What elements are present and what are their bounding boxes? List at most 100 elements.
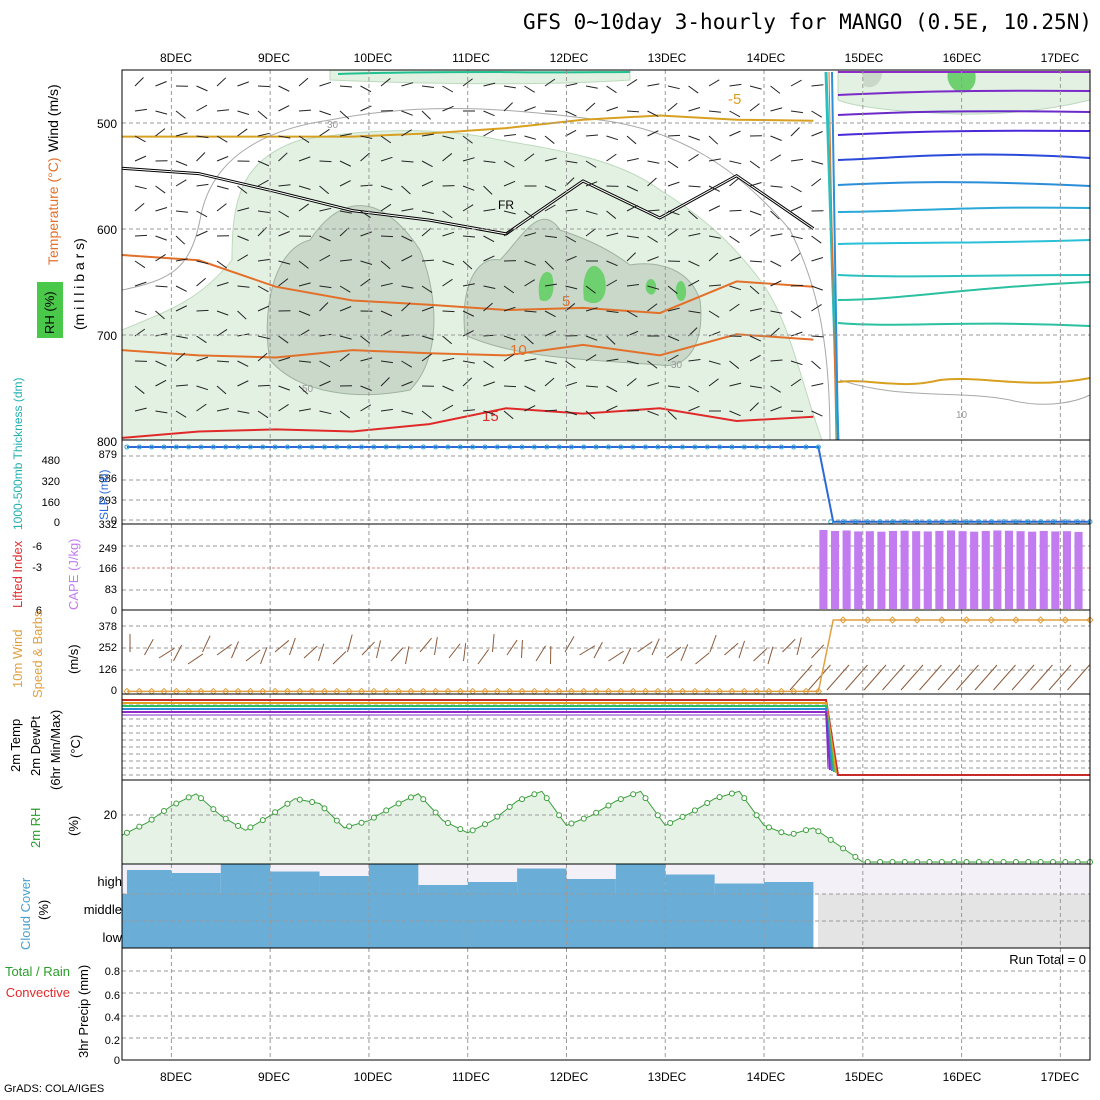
wind-barb — [770, 135, 782, 141]
wind-barb — [585, 354, 597, 362]
wind-speed-marker — [913, 616, 921, 624]
wind-barb — [544, 157, 557, 162]
wind-barb — [257, 384, 271, 387]
rh-marker — [654, 812, 661, 819]
cape-bar — [993, 530, 1002, 609]
footer-credit: GrADS: COLA/IGES — [4, 1083, 105, 1095]
wind-barb — [647, 382, 660, 387]
wind-barb — [155, 110, 168, 115]
cape-bar — [865, 531, 874, 609]
ylabel-precip: 3hr Precip (mm) — [76, 965, 91, 1058]
stability-grid — [122, 524, 1090, 610]
wind-barb — [380, 360, 393, 364]
wind-barb — [708, 205, 721, 212]
wind-barb — [421, 85, 434, 88]
rh-marker — [568, 820, 575, 827]
cloud-high-fill — [467, 882, 518, 894]
wind-barb — [790, 331, 803, 337]
wind-barb — [770, 210, 780, 220]
slp-marker — [704, 444, 710, 450]
wind-barb — [585, 181, 598, 187]
wind-barb — [216, 109, 229, 112]
wind-barb — [626, 158, 639, 162]
wind-barb — [565, 410, 578, 416]
time-axis-top-labels: 8DEC 9DEC 10DEC 11DEC 12DEC 13DEC 14DEC … — [160, 51, 1080, 65]
wind-barb — [647, 285, 660, 290]
ytick-rh: 20 — [104, 808, 118, 822]
rh-marker — [840, 845, 847, 852]
ytick-precip: 0.8 — [105, 966, 120, 978]
time-label-bottom: 11DEC — [452, 1070, 490, 1084]
ytick-wind: 0 — [111, 685, 117, 697]
cloud-high-fill — [517, 868, 567, 894]
slp-marker — [272, 444, 278, 450]
wind-barb — [257, 335, 270, 340]
wind-barb — [360, 260, 373, 265]
wind-barb — [811, 285, 823, 291]
wind-barb — [811, 131, 823, 137]
wind-barb — [688, 310, 701, 314]
wind-grid — [122, 610, 1090, 694]
wind-barb — [175, 179, 187, 187]
slp-series-line — [126, 446, 1090, 523]
wind-barb — [565, 160, 578, 164]
cloud-high-fill — [270, 871, 320, 894]
time-label-top: 17DEC — [1041, 51, 1080, 65]
wind-barb — [360, 210, 371, 218]
rh-marker — [580, 815, 587, 822]
rh-marker — [852, 853, 859, 860]
cape-bar — [1074, 531, 1083, 609]
surface-wind-barb — [651, 638, 660, 656]
wind-barb — [462, 185, 475, 191]
rh-marker — [247, 824, 254, 831]
slp-marker — [396, 444, 402, 450]
upper-wind-barbs — [134, 77, 824, 420]
ytick-precip: 0.4 — [105, 1012, 120, 1024]
wind-barb — [196, 85, 208, 92]
surface-wind-barb — [622, 647, 632, 665]
cape-bar — [1028, 531, 1037, 609]
surface-wind-barb — [789, 664, 813, 691]
slp-marker — [309, 444, 315, 450]
wind-barb — [360, 357, 373, 362]
rh-marker — [605, 802, 612, 809]
rh-marker — [765, 824, 772, 831]
wind-barb — [442, 105, 454, 112]
thickness-grid — [122, 440, 1090, 524]
ytick-cloud: high — [97, 874, 122, 889]
wind-barb — [175, 160, 188, 166]
rh-marker — [284, 800, 291, 807]
surface-wind-barb — [637, 641, 653, 653]
wind-barb — [585, 228, 596, 237]
wind-barb — [175, 335, 188, 339]
wind-barb — [647, 130, 659, 137]
surface-wind-barb — [390, 647, 404, 662]
wind-barb — [647, 160, 660, 164]
time-label-top: 15DEC — [845, 51, 884, 65]
slp-marker — [482, 444, 488, 450]
wind-barb — [503, 353, 515, 362]
wind-barb — [626, 235, 639, 239]
wind-barb — [155, 310, 165, 320]
wind-barb — [462, 235, 475, 238]
wind-barb — [667, 160, 679, 169]
slp-marker — [210, 444, 216, 450]
rh-marker — [457, 826, 464, 833]
panel-surface-rh: 20 2m RH (%) — [28, 779, 1093, 865]
cloud-high-fill — [615, 864, 666, 894]
surface-wind-barb — [434, 637, 438, 656]
wind-barb — [790, 127, 800, 137]
cape-bars — [819, 530, 1083, 609]
rh-marker — [469, 827, 476, 834]
wind-barb — [257, 132, 270, 137]
rh-marker — [444, 820, 451, 826]
ytick-slp: 293 — [99, 495, 117, 507]
wind-barb — [319, 360, 331, 368]
wind-barb — [401, 255, 413, 262]
wind-barb — [647, 83, 660, 87]
wind-barb — [462, 283, 475, 287]
wind-barb — [544, 135, 555, 144]
wind-barb — [134, 407, 147, 412]
wind-barb — [462, 409, 475, 412]
wind-barb — [790, 252, 801, 262]
